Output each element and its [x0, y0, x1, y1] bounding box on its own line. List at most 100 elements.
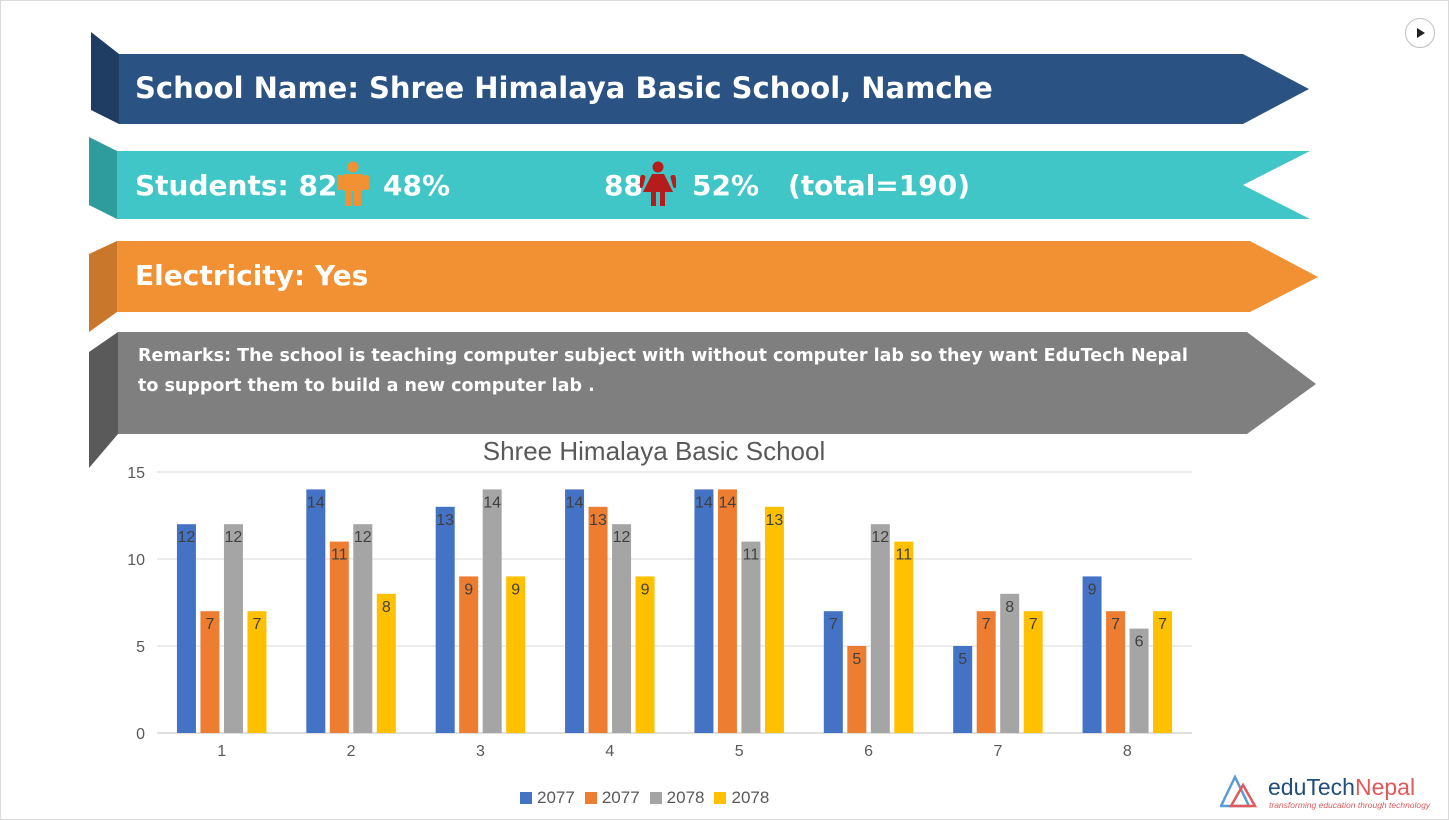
- data-label: 13: [589, 512, 607, 529]
- y-tick-label: 0: [136, 726, 145, 743]
- bar: [1153, 611, 1173, 733]
- bar: [1106, 611, 1126, 733]
- legend-swatch: [649, 792, 662, 804]
- y-tick-label: 5: [136, 639, 145, 656]
- bar: [247, 611, 267, 733]
- legend-label: 2078: [731, 788, 770, 807]
- bar: [482, 489, 502, 733]
- data-label: 7: [982, 616, 991, 633]
- bar: [764, 506, 784, 733]
- data-label: 14: [566, 494, 584, 511]
- data-label: 13: [766, 512, 784, 529]
- school-name-title: School Name: Shree Himalaya Basic School…: [135, 71, 993, 105]
- bar: [1023, 611, 1043, 733]
- x-tick-label: 4: [605, 743, 614, 760]
- students-total: (total=190): [788, 169, 970, 202]
- legend-label: 2077: [601, 788, 640, 807]
- data-label: 9: [511, 581, 520, 598]
- bar: [847, 646, 867, 733]
- bar: [717, 489, 737, 733]
- remarks-ribbon: [118, 332, 1316, 434]
- x-tick-label: 8: [1123, 743, 1132, 760]
- remarks-line-2: to support them to build a new computer …: [138, 376, 595, 396]
- data-label: 14: [307, 494, 325, 511]
- bar: [506, 576, 526, 733]
- male-person-icon: [336, 161, 370, 212]
- bar: [588, 506, 608, 733]
- play-icon: [1417, 28, 1425, 38]
- data-label: 13: [436, 512, 454, 529]
- bar: [200, 611, 220, 733]
- legend-item-2: 2077: [584, 788, 640, 808]
- male-percent: 48%: [383, 169, 451, 202]
- data-label: 12: [871, 529, 889, 546]
- y-tick-label: 15: [127, 465, 145, 482]
- students-ribbon-fold: [89, 137, 117, 219]
- data-label: 6: [1135, 634, 1144, 651]
- legend-label: 2078: [666, 788, 705, 807]
- bar: [1082, 576, 1102, 733]
- bar: [353, 524, 373, 733]
- data-label: 7: [1029, 616, 1038, 633]
- bar: [435, 506, 455, 733]
- data-label: 7: [252, 616, 261, 633]
- data-label: 14: [719, 494, 737, 511]
- x-tick-label: 7: [993, 743, 1002, 760]
- data-label: 7: [1158, 616, 1167, 633]
- legend-swatch: [584, 792, 597, 804]
- bar: [894, 541, 914, 733]
- bar: [176, 524, 196, 733]
- data-label: 12: [178, 529, 196, 546]
- chart-title: Shree Himalaya Basic School: [482, 436, 826, 466]
- data-label: 11: [743, 547, 760, 564]
- data-label: 12: [613, 529, 631, 546]
- data-label: 8: [1005, 599, 1014, 616]
- data-label: 12: [354, 529, 372, 546]
- female-count: 88: [604, 169, 643, 202]
- bar: [741, 541, 761, 733]
- bar: [870, 524, 890, 733]
- data-label: 14: [695, 494, 713, 511]
- logo-tagline: transforming education through technolog…: [1269, 800, 1431, 810]
- bar: [376, 593, 396, 733]
- logo-name-part2: Nepal: [1354, 774, 1416, 800]
- header-ribbon: [119, 54, 1309, 124]
- chart-legend: 2077 2077 2078 2078: [520, 788, 779, 808]
- ribbon-banners: [89, 32, 1318, 468]
- data-label: 12: [225, 529, 243, 546]
- legend-label: 2077: [537, 788, 575, 807]
- remarks-ribbon-fold: [89, 332, 118, 468]
- legend-item-1: 2077: [520, 788, 575, 808]
- data-label: 7: [205, 616, 214, 633]
- bar: [459, 576, 479, 733]
- bar: [223, 524, 243, 733]
- bar: [1000, 593, 1020, 733]
- female-percent: 52%: [692, 169, 760, 202]
- data-label: 11: [896, 547, 913, 564]
- logo-triangle-icon: [1220, 774, 1258, 808]
- play-button[interactable]: [1405, 18, 1435, 48]
- bar: [329, 541, 349, 733]
- bar: [953, 646, 973, 733]
- remarks-line-1: Remarks: The school is teaching computer…: [138, 346, 1188, 366]
- bar: [306, 489, 326, 733]
- x-tick-label: 2: [347, 743, 356, 760]
- x-tick-label: 1: [217, 743, 226, 760]
- data-label: 5: [958, 651, 967, 668]
- female-person-icon: [638, 161, 678, 212]
- data-label: 14: [483, 494, 501, 511]
- legend-item-3: 2078: [649, 788, 705, 808]
- x-tick-label: 5: [735, 743, 744, 760]
- bar: [612, 524, 632, 733]
- bar: [1129, 628, 1149, 733]
- logo-name-part1: eduTech: [1268, 774, 1355, 800]
- students-label: Students: 82: [135, 169, 338, 202]
- header-ribbon-fold: [91, 32, 119, 124]
- edutech-nepal-logo: eduTechNepal transforming education thro…: [1220, 772, 1440, 812]
- y-tick-label: 10: [127, 552, 145, 569]
- x-tick-label: 6: [864, 743, 873, 760]
- logo-name: eduTechNepal: [1268, 774, 1415, 801]
- data-label: 7: [829, 616, 838, 633]
- data-label: 9: [1088, 581, 1097, 598]
- legend-swatch: [520, 792, 532, 804]
